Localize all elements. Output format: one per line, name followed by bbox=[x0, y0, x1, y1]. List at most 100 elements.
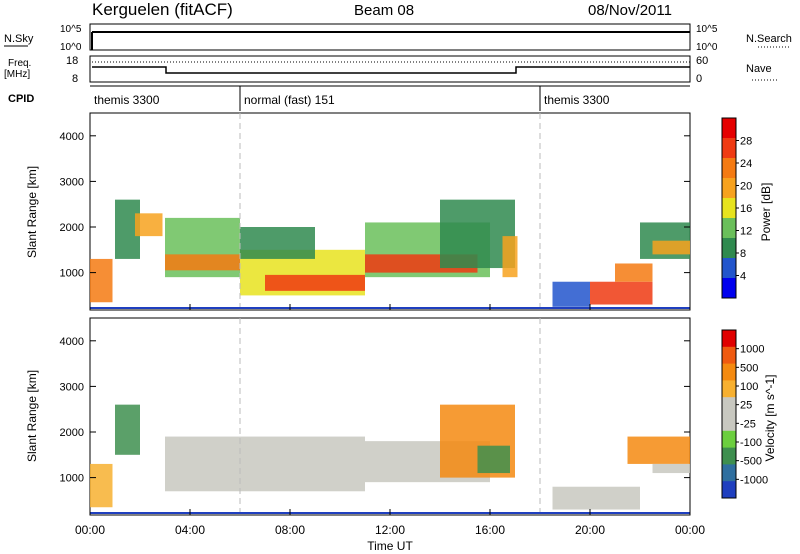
heatmap-cell bbox=[135, 213, 163, 237]
nsky-tick-top: 10^5 bbox=[60, 24, 82, 35]
velocity-colorbar-label: Velocity [m s^-1] bbox=[763, 375, 777, 462]
heatmap-cell bbox=[502, 236, 518, 278]
beam-title: Beam 08 bbox=[354, 2, 414, 19]
colorbar-swatch bbox=[722, 481, 736, 499]
colorbar-tick-label: 28 bbox=[740, 136, 752, 148]
x-tick-label: 08:00 bbox=[275, 523, 305, 537]
colorbar-swatch bbox=[722, 238, 736, 259]
heatmap-cell bbox=[652, 463, 690, 474]
colorbar-swatch bbox=[722, 178, 736, 199]
colorbar-swatch bbox=[722, 346, 736, 365]
heatmap-cell bbox=[90, 258, 113, 303]
y-tick-label: 3000 bbox=[60, 176, 84, 188]
x-tick-label: 16:00 bbox=[475, 523, 505, 537]
cpid-band: CPID themis 3300 normal (fast) 151 themis … bbox=[8, 85, 690, 111]
heatmap-cell bbox=[652, 240, 690, 255]
heatmap-cell bbox=[165, 254, 240, 271]
colorbar-tick-label: 20 bbox=[740, 181, 752, 193]
heatmap-cell bbox=[552, 281, 590, 307]
colorbar-tick-label: 100 bbox=[740, 381, 758, 393]
colorbar-swatch bbox=[722, 363, 736, 381]
velocity-heatmap-panel: Slant Range [km] 1000 2000 3000 4000 bbox=[25, 317, 691, 516]
colorbar-tick-label: -500 bbox=[740, 456, 762, 468]
colorbar-swatch bbox=[722, 158, 736, 179]
heatmap-cell bbox=[90, 463, 113, 508]
colorbar-tick-label: 12 bbox=[740, 226, 752, 238]
colorbar-swatch bbox=[722, 464, 736, 482]
colorbar-swatch bbox=[722, 414, 736, 432]
y-tick-label: 4000 bbox=[60, 336, 84, 348]
colorbar-swatch bbox=[722, 138, 736, 159]
freq-tick-top: 18 bbox=[66, 55, 78, 67]
cpid-segment-label: normal (fast) 151 bbox=[244, 93, 335, 107]
cpid-segment-label: themis 3300 bbox=[544, 93, 610, 107]
frequency-trace bbox=[92, 66, 690, 74]
cpid-label: CPID bbox=[8, 93, 34, 105]
cpid-segment-label: themis 3300 bbox=[94, 93, 160, 107]
y-tick-label: 1000 bbox=[60, 473, 84, 485]
heatmap-cell bbox=[240, 227, 315, 259]
colorbar-swatch bbox=[722, 397, 736, 415]
colorbar-tick-label: 25 bbox=[740, 400, 752, 412]
colorbar-swatch bbox=[722, 218, 736, 239]
colorbar-tick-label: -25 bbox=[740, 418, 756, 430]
y-tick-label: 2000 bbox=[60, 222, 84, 234]
colorbar-swatch bbox=[722, 330, 736, 348]
heatmap-cell bbox=[165, 436, 365, 492]
heatmap-cell bbox=[552, 486, 640, 510]
y-tick-label: 3000 bbox=[60, 381, 84, 393]
colorbar-swatch bbox=[722, 278, 736, 299]
nsearch-tick-bottom: 10^0 bbox=[696, 42, 718, 53]
power-colorbar: 28 24 20 16 12 8 4 bbox=[721, 117, 752, 299]
colorbar-tick-label: 4 bbox=[740, 271, 746, 283]
freq-tick-bottom: 8 bbox=[72, 73, 78, 85]
colorbar-swatch bbox=[722, 430, 736, 449]
freq-label: Freq. bbox=[8, 58, 31, 69]
nsearch-tick-top: 10^5 bbox=[696, 24, 718, 35]
y-tick-label: 1000 bbox=[60, 268, 84, 280]
heatmap-cell bbox=[615, 263, 653, 282]
colorbar-tick-label: 8 bbox=[740, 248, 746, 260]
power-colorbar-label: Power [dB] bbox=[759, 183, 773, 242]
heatmap-cell bbox=[477, 445, 510, 474]
colorbar-tick-label: 16 bbox=[740, 203, 752, 215]
nsky-label: N.Sky bbox=[4, 33, 34, 45]
heatmap-cell bbox=[115, 404, 140, 455]
heatmap-cell bbox=[590, 281, 653, 305]
date-title: 08/Nov/2011 bbox=[588, 2, 672, 19]
velocity-y-axis-label: Slant Range [km] bbox=[25, 370, 39, 462]
nave-label: Nave bbox=[746, 63, 772, 75]
y-tick-label: 2000 bbox=[60, 427, 84, 439]
heatmap-cell bbox=[265, 274, 365, 291]
power-y-axis-label: Slant Range [km] bbox=[25, 166, 39, 258]
colorbar-swatch bbox=[722, 380, 736, 398]
colorbar-tick-label: 500 bbox=[740, 362, 758, 374]
colorbar-tick-label: -100 bbox=[740, 437, 762, 449]
colorbar-swatch bbox=[722, 118, 736, 139]
nsearch-label: N.Search bbox=[746, 33, 792, 45]
heatmap-cell bbox=[627, 436, 690, 464]
power-heatmap-panel: Slant Range [km] 1000 2000 3000 4000 bbox=[25, 112, 691, 311]
colorbar-tick-label: 24 bbox=[740, 158, 752, 170]
colorbar-tick-label: 1000 bbox=[740, 344, 764, 356]
nsky-panel: N.Sky 10^5 10^0 10^5 10^0 N.Search bbox=[4, 23, 792, 53]
colorbar-tick-label: -1000 bbox=[740, 474, 768, 486]
time-axis-label: Time UT bbox=[367, 539, 413, 553]
x-tick-label: 04:00 bbox=[175, 523, 205, 537]
colorbar-swatch bbox=[722, 447, 736, 465]
x-tick-label: 20:00 bbox=[575, 523, 605, 537]
frequency-panel: Freq. [MHz] 18 8 60 0 Nave bbox=[4, 55, 778, 85]
colorbar-swatch bbox=[722, 258, 736, 279]
nave-tick-bottom: 0 bbox=[696, 73, 702, 85]
nave-tick-top: 60 bbox=[696, 55, 708, 67]
time-axis: 00:00 04:00 08:00 12:00 16:00 20:00 00:00 bbox=[75, 304, 705, 537]
station-title: Kerguelen (fitACF) bbox=[92, 0, 233, 19]
nsky-tick-bottom: 10^0 bbox=[60, 42, 82, 53]
colorbar-frame bbox=[721, 329, 737, 499]
x-tick-label: 12:00 bbox=[375, 523, 405, 537]
x-tick-label: 00:00 bbox=[675, 523, 705, 537]
y-tick-label: 4000 bbox=[60, 131, 84, 143]
x-tick-label: 00:00 bbox=[75, 523, 105, 537]
velocity-colorbar: 1000 500 100 25 -25 -100 -500 -1000 bbox=[721, 329, 768, 499]
